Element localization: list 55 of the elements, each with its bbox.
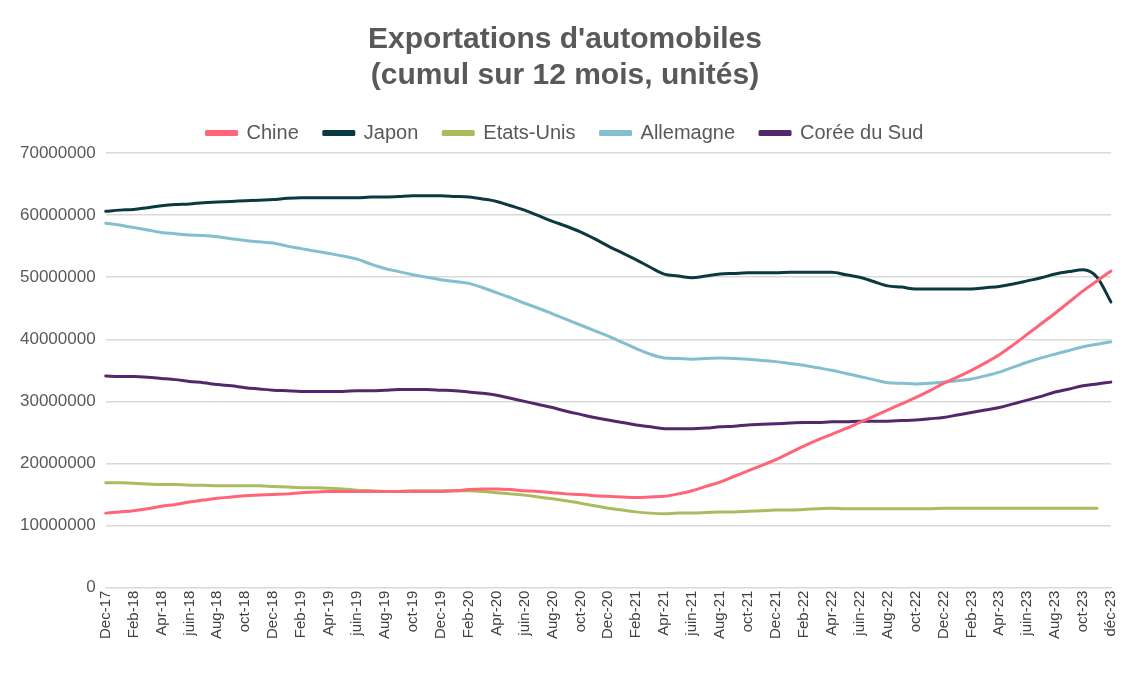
y-tick-label: 50000000: [20, 266, 96, 286]
y-tick-label: 60000000: [20, 204, 96, 224]
legend-label: Chine: [246, 120, 299, 143]
y-tick-label: 30000000: [20, 391, 96, 411]
legend-label: Japon: [363, 120, 419, 143]
x-tick-label: Apr-23: [989, 590, 1007, 636]
x-tick-label: Dec-19: [430, 590, 448, 639]
legend-label: Allemagne: [640, 120, 736, 143]
x-tick-label: Feb-18: [123, 590, 141, 639]
x-tick-label: Dec-22: [933, 590, 951, 639]
x-tick-label: Feb-22: [793, 590, 811, 639]
x-tick-label: Apr-20: [486, 590, 504, 636]
x-tick-label: déc-23: [1101, 590, 1119, 637]
line-series: [104, 374, 1113, 431]
line-series: [104, 221, 1113, 386]
x-tick-label: Aug-18: [207, 590, 225, 640]
x-tick-label: Apr-19: [319, 590, 337, 636]
x-tick-label: juin-19: [347, 590, 365, 637]
line-series: [104, 269, 1113, 515]
legend-label: Etats-Unis: [483, 120, 576, 143]
x-tick-label: Feb-21: [626, 590, 644, 639]
line-series: [104, 194, 1113, 304]
y-tick-label: 70000000: [20, 142, 96, 162]
x-tick-label: juin-20: [514, 590, 532, 637]
y-tick-label: 10000000: [20, 515, 96, 535]
legend-label: Corée du Sud: [800, 120, 924, 143]
x-tick-label: oct-22: [905, 590, 923, 633]
x-tick-label: juin-18: [179, 590, 197, 637]
x-tick-label: Apr-18: [151, 590, 169, 636]
x-tick-label: oct-23: [1073, 590, 1091, 633]
x-tick-label: oct-20: [570, 590, 588, 633]
x-tick-label: oct-21: [738, 590, 756, 633]
x-tick-label: juin-22: [849, 590, 867, 637]
x-tick-label: Apr-21: [654, 590, 672, 636]
chart-title: Exportations d'automobiles (cumul sur 12 mois, unités): [368, 21, 762, 91]
x-tick-label: oct-19: [402, 590, 420, 633]
x-tick-label: Dec-17: [95, 590, 113, 639]
x-tick-label: Aug-21: [710, 590, 728, 640]
x-tick-label: juin-21: [682, 590, 700, 637]
y-tick-label: 20000000: [20, 453, 96, 473]
x-tick-label: Dec-21: [766, 590, 784, 639]
x-tick-label: Apr-22: [821, 590, 839, 636]
x-tick-label: oct-18: [235, 590, 253, 633]
x-tick-label: Aug-20: [542, 590, 560, 640]
y-tick-label: 40000000: [20, 328, 96, 348]
x-tick-label: Dec-18: [263, 590, 281, 639]
x-tick-label: Feb-20: [458, 590, 476, 639]
y-tick-label: 0: [86, 577, 96, 597]
x-tick-label: Aug-19: [375, 590, 393, 640]
x-tick-label: Dec-20: [598, 590, 616, 639]
x-tick-label: juin-23: [1017, 590, 1035, 637]
x-tick-label: Feb-23: [961, 590, 979, 639]
x-tick-label: Aug-22: [877, 590, 895, 640]
x-tick-label: Feb-19: [291, 590, 309, 639]
x-tick-label: Aug-23: [1045, 590, 1063, 640]
